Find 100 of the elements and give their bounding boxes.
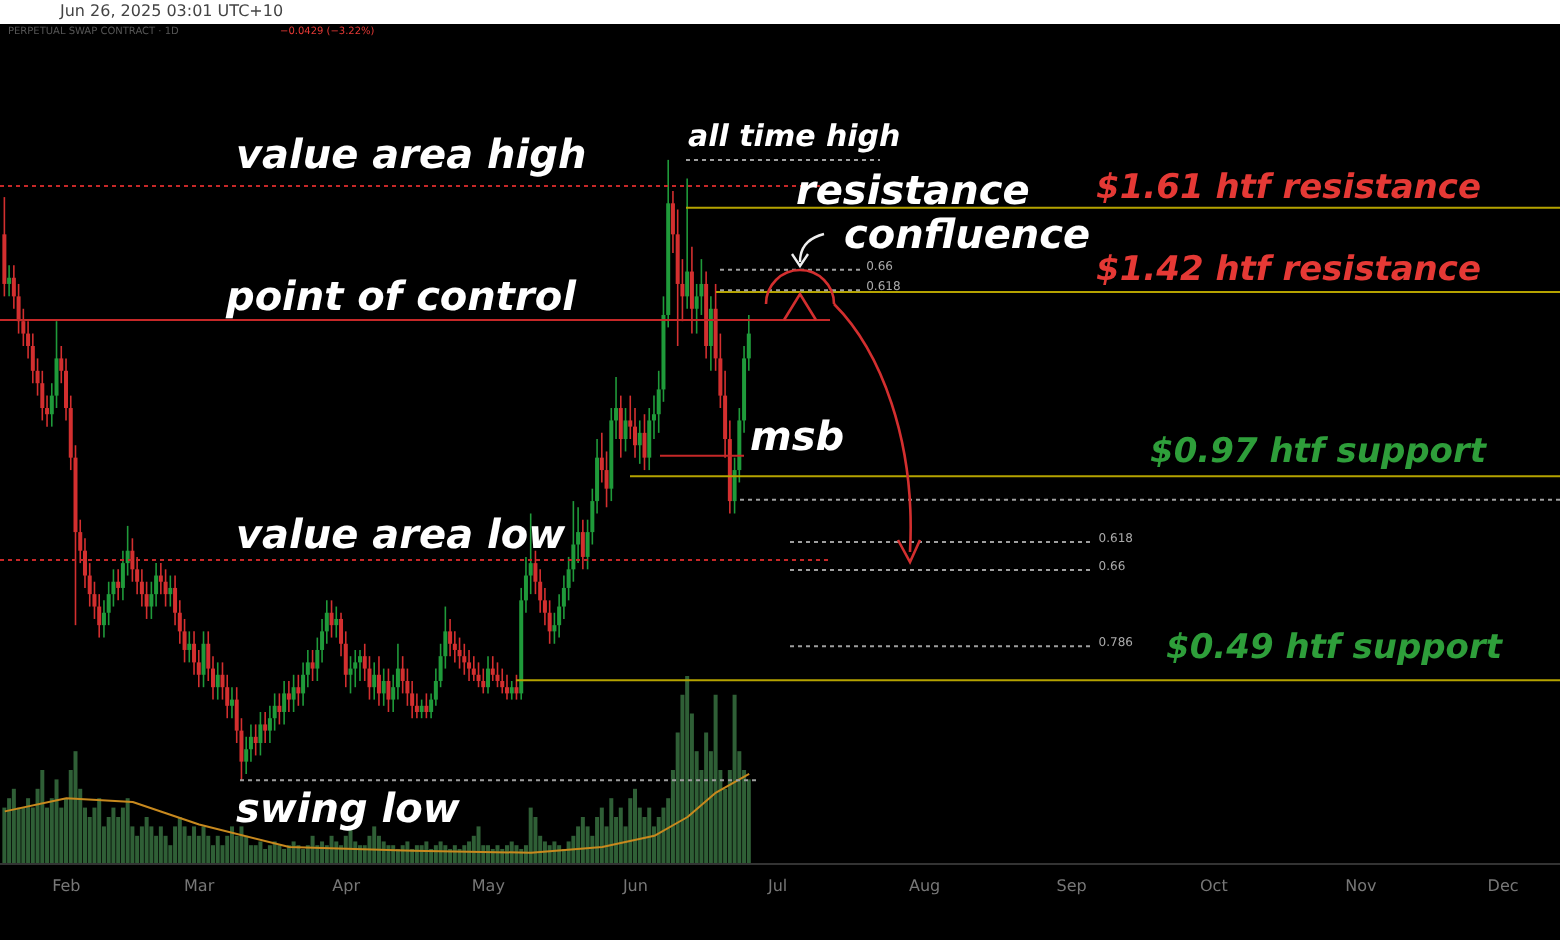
candlestick xyxy=(471,655,476,682)
candlestick xyxy=(381,667,386,707)
candlestick xyxy=(708,295,713,372)
candlestick xyxy=(296,673,301,707)
candlestick xyxy=(689,245,694,335)
bar xyxy=(158,826,163,864)
bar xyxy=(618,807,623,864)
x-tick-label: Aug xyxy=(909,877,941,896)
x-tick-label: Apr xyxy=(332,877,362,896)
bar xyxy=(277,845,282,864)
bar xyxy=(704,732,709,864)
candlestick xyxy=(348,655,353,695)
bar xyxy=(263,848,268,864)
candlestick xyxy=(424,692,429,720)
ref-line-label: $1.42 htf resistance xyxy=(1096,250,1482,290)
candlestick xyxy=(334,605,339,639)
bar xyxy=(732,694,737,864)
x-tick-label: Oct xyxy=(1200,877,1228,896)
bar xyxy=(229,826,234,864)
candlestick xyxy=(357,649,362,682)
candlestick xyxy=(637,419,642,465)
candlestick xyxy=(372,661,377,701)
ref-line-label: msb xyxy=(750,412,845,460)
bar xyxy=(192,826,197,864)
bar xyxy=(713,694,718,864)
candlestick xyxy=(7,264,12,298)
bar xyxy=(125,798,130,864)
x-tick-label: Mar xyxy=(184,877,216,896)
candlestick xyxy=(642,413,647,471)
bar xyxy=(177,817,182,864)
bar xyxy=(599,807,604,864)
bar xyxy=(215,835,220,864)
bar xyxy=(201,826,206,864)
bar xyxy=(253,845,258,864)
bar xyxy=(144,817,149,864)
candlestick xyxy=(187,630,192,664)
annotation: confluence xyxy=(844,210,1091,258)
candlestick xyxy=(282,680,287,726)
x-tick-label: Jul xyxy=(765,877,788,896)
candlestick xyxy=(495,661,500,688)
candlestick xyxy=(448,618,453,657)
bar xyxy=(248,845,253,864)
ref-line-label: $0.97 htf support xyxy=(1150,432,1486,472)
bar xyxy=(476,826,481,864)
bar xyxy=(258,841,263,864)
candlestick xyxy=(277,692,282,726)
bar xyxy=(26,798,31,864)
bar xyxy=(267,845,272,864)
candlestick xyxy=(163,568,168,608)
candlestick xyxy=(504,673,509,701)
bar xyxy=(182,826,187,864)
bar xyxy=(647,807,652,864)
bar xyxy=(580,817,585,864)
bar xyxy=(111,807,116,864)
candlestick xyxy=(286,680,291,713)
bar xyxy=(173,826,178,864)
ref-line-label: value area high xyxy=(236,130,587,178)
candlestick xyxy=(623,407,628,453)
candlestick xyxy=(263,711,268,744)
bar xyxy=(685,676,690,864)
candlestick xyxy=(168,574,173,608)
candlestick xyxy=(500,667,505,695)
candlestick xyxy=(419,698,424,720)
candlestick xyxy=(509,680,514,701)
ref-line-label: $1.61 htf resistance xyxy=(1096,168,1482,208)
candlestick xyxy=(310,649,315,682)
candlestick xyxy=(353,649,358,688)
candlestick xyxy=(201,630,206,688)
x-tick-label: Dec xyxy=(1487,877,1519,896)
candlestick xyxy=(291,673,296,713)
x-tick-label: Feb xyxy=(52,877,81,896)
candlestick xyxy=(580,518,585,571)
bar xyxy=(40,770,45,864)
candlestick xyxy=(685,177,690,310)
candlestick xyxy=(258,711,263,757)
bar xyxy=(54,779,59,864)
bar xyxy=(73,751,78,864)
candlestick xyxy=(490,655,495,682)
candlestick xyxy=(481,667,486,695)
candlestick xyxy=(116,568,121,602)
candlestick xyxy=(457,636,462,670)
bar xyxy=(528,807,533,864)
candlestick xyxy=(476,661,481,688)
text: Jun 26, 2025 03:01 UTC+10 xyxy=(60,2,284,22)
candlestick xyxy=(486,655,491,695)
candlestick xyxy=(386,667,391,713)
bar xyxy=(372,826,377,864)
bar xyxy=(11,788,16,864)
x-tick-label: Jun xyxy=(620,877,648,896)
ref-line-label: swing low xyxy=(236,784,460,832)
x-tick-label: May xyxy=(471,877,506,896)
candlestick xyxy=(229,686,234,720)
candlestick xyxy=(462,642,467,676)
candlestick xyxy=(329,599,334,639)
candlestick xyxy=(215,661,220,701)
ref-line-label: all time high xyxy=(688,118,901,154)
candlestick xyxy=(253,723,258,757)
x-tick-label: Nov xyxy=(1345,877,1377,896)
candlestick xyxy=(618,394,623,459)
annotation: resistance xyxy=(796,166,1030,214)
